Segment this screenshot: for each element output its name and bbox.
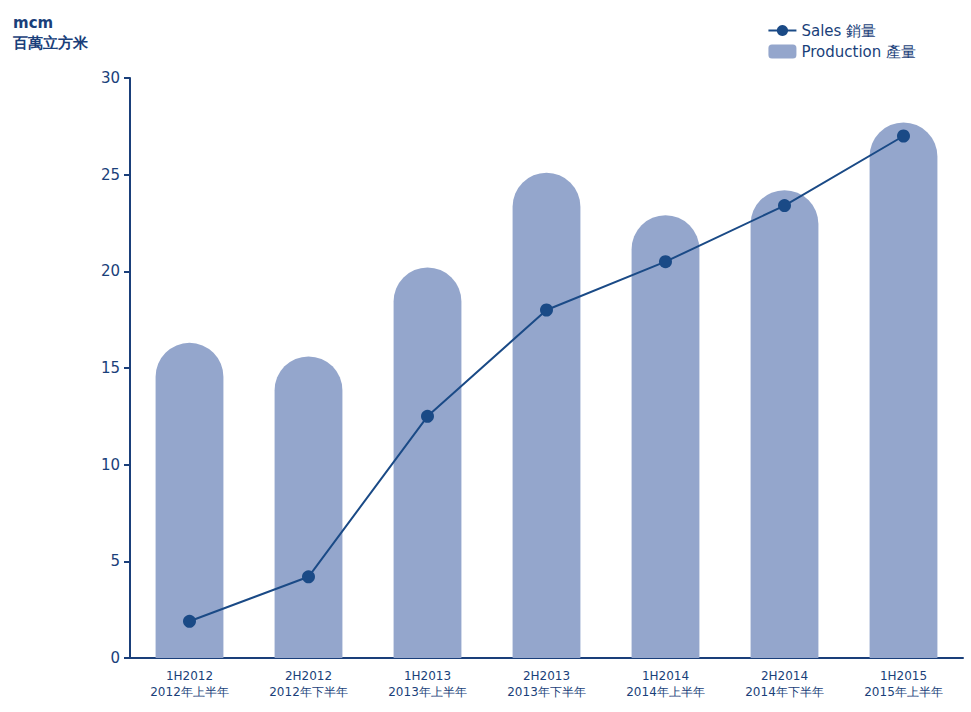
svg-text:mcm: mcm xyxy=(13,14,53,32)
svg-text:2012年下半年: 2012年下半年 xyxy=(269,685,348,699)
svg-text:2013年下半年: 2013年下半年 xyxy=(507,685,586,699)
svg-text:2013年上半年: 2013年上半年 xyxy=(388,685,467,699)
svg-text:Sales 銷量: Sales 銷量 xyxy=(801,22,876,40)
svg-text:2H2013: 2H2013 xyxy=(523,669,570,683)
svg-text:1H2012: 1H2012 xyxy=(166,669,213,683)
svg-text:2012年上半年: 2012年上半年 xyxy=(150,685,229,699)
svg-text:2014年上半年: 2014年上半年 xyxy=(626,685,705,699)
svg-text:1H2013: 1H2013 xyxy=(404,669,451,683)
svg-text:百萬立方米: 百萬立方米 xyxy=(12,34,89,52)
svg-text:2H2014: 2H2014 xyxy=(761,669,808,683)
svg-text:5: 5 xyxy=(110,552,120,570)
svg-text:10: 10 xyxy=(101,456,120,474)
svg-text:30: 30 xyxy=(101,69,120,87)
svg-text:1H2014: 1H2014 xyxy=(642,669,689,683)
svg-text:20: 20 xyxy=(101,262,120,280)
svg-text:2H2012: 2H2012 xyxy=(285,669,332,683)
svg-text:2014年下半年: 2014年下半年 xyxy=(745,685,824,699)
svg-text:Production 產量: Production 產量 xyxy=(801,43,916,61)
svg-text:25: 25 xyxy=(101,166,120,184)
svg-text:15: 15 xyxy=(101,359,120,377)
svg-text:0: 0 xyxy=(110,649,120,667)
svg-text:1H2015: 1H2015 xyxy=(880,669,927,683)
svg-text:2015年上半年: 2015年上半年 xyxy=(864,685,943,699)
